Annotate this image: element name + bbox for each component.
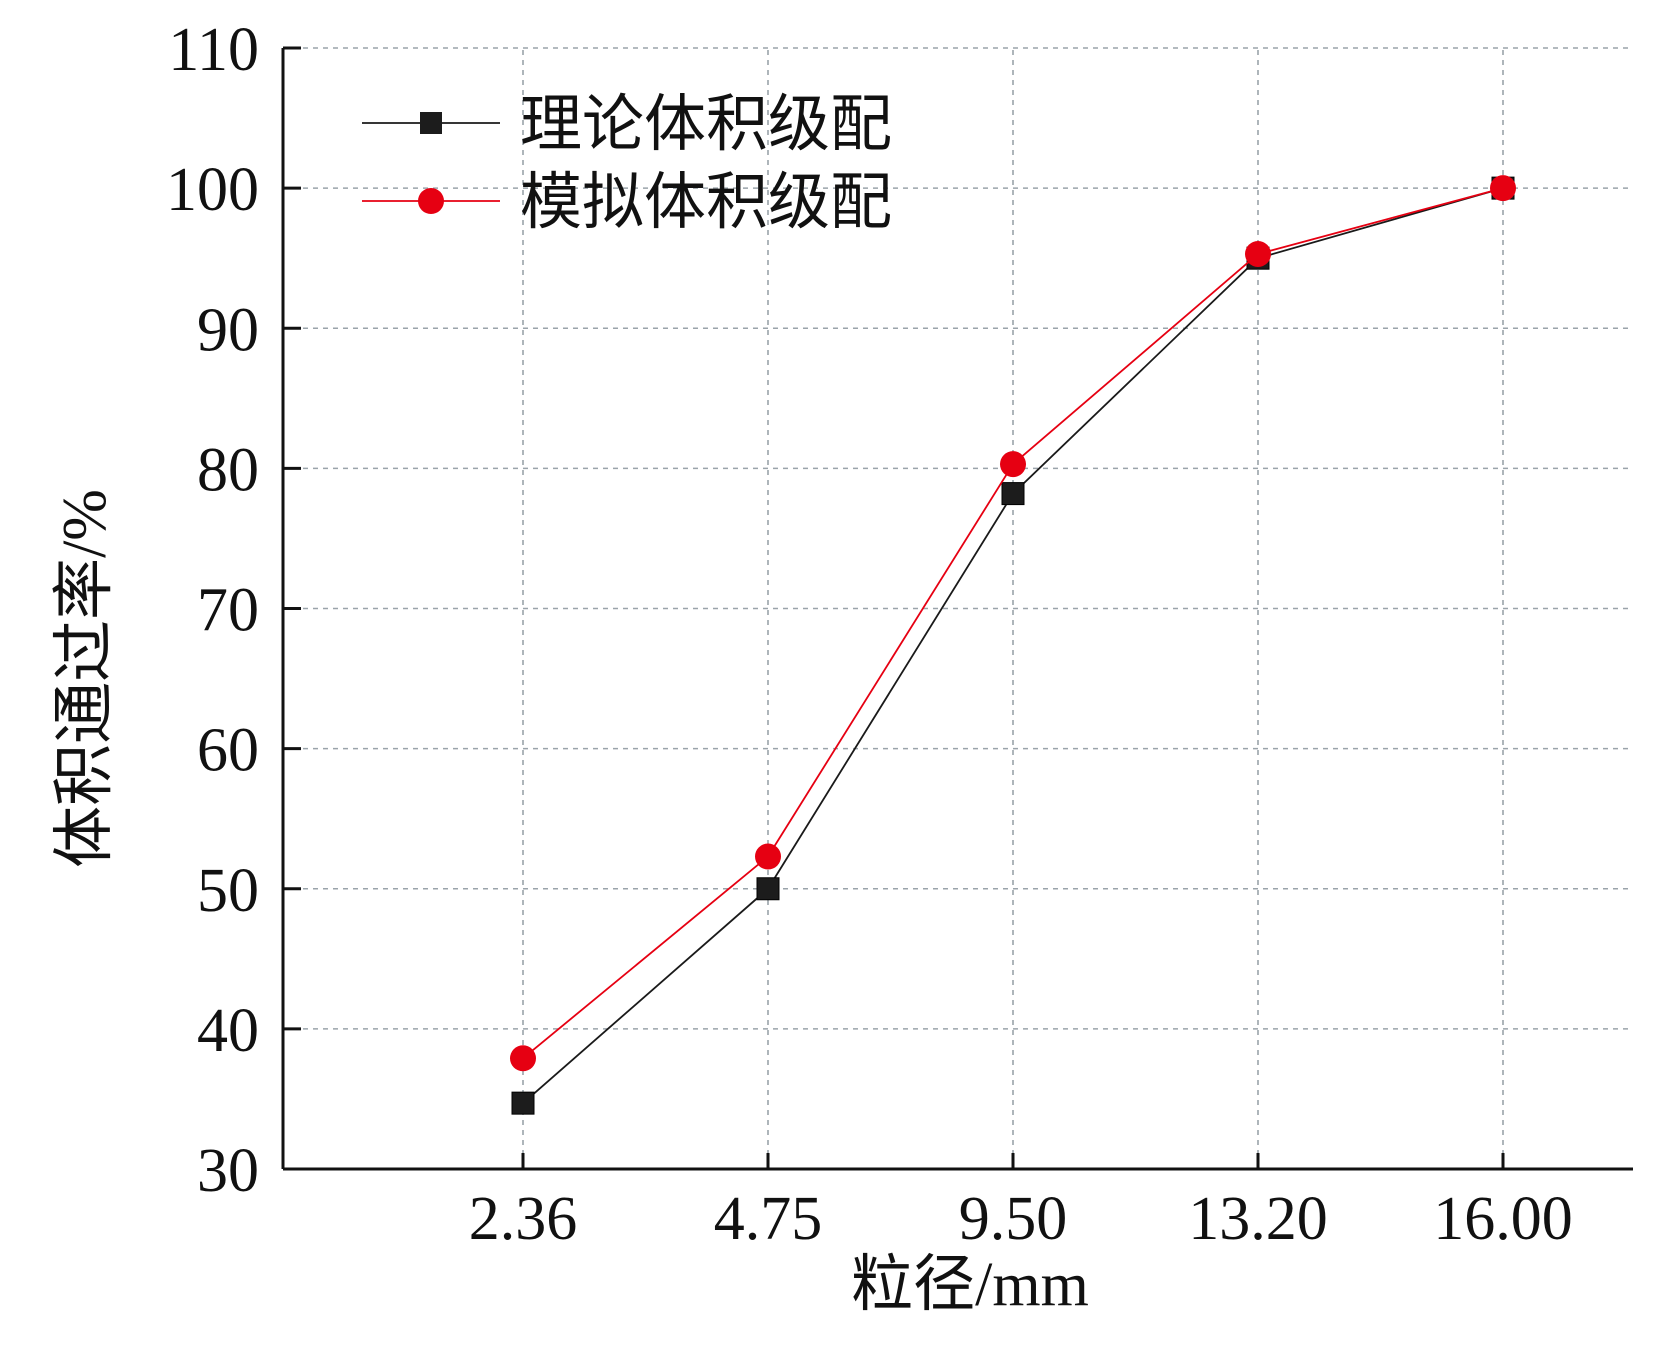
grid <box>283 47 1633 1169</box>
y-tick-label: 30 <box>197 1137 259 1205</box>
data-point-square <box>756 877 780 901</box>
legend-marker-square <box>420 112 442 134</box>
x-tick-label: 2.36 <box>469 1185 578 1253</box>
axes: 30 40 50 60 70 80 90 100 110 2.36 4.75 9.50 13.20 16.… <box>166 16 1633 1253</box>
y-tick-label: 100 <box>166 156 259 224</box>
series-line-1 <box>522 187 1504 1104</box>
x-axis-title: 粒径/mm <box>851 1251 1089 1319</box>
y-tick-label: 70 <box>197 577 259 645</box>
y-tick-label: 80 <box>197 436 259 504</box>
data-point-circle <box>510 1045 536 1072</box>
x-tick-label: 13.20 <box>1188 1185 1328 1253</box>
data-point-circle <box>755 843 781 870</box>
legend-label-2: 模拟体积级配 <box>520 169 892 237</box>
series-layer <box>510 175 1516 1115</box>
y-tick-label: 90 <box>197 296 259 364</box>
y-tick-label: 60 <box>197 717 259 785</box>
data-point-circle <box>1000 451 1026 478</box>
data-point-square <box>511 1091 535 1115</box>
x-tick-label: 4.75 <box>714 1185 823 1253</box>
y-tick-label: 50 <box>197 857 259 925</box>
x-tick-label: 16.00 <box>1433 1185 1573 1253</box>
data-point-circle <box>1245 240 1271 267</box>
y-tick-label: 110 <box>168 16 259 84</box>
data-point-circle <box>1490 175 1516 202</box>
y-axis-title: 体积通过率/% <box>51 489 119 868</box>
data-point-square <box>1001 482 1025 506</box>
x-tick-label: 9.50 <box>959 1185 1068 1253</box>
legend-marker-circle <box>418 188 444 214</box>
y-tick-label: 40 <box>197 997 259 1065</box>
legend-label-1: 理论体积级配 <box>520 91 892 159</box>
